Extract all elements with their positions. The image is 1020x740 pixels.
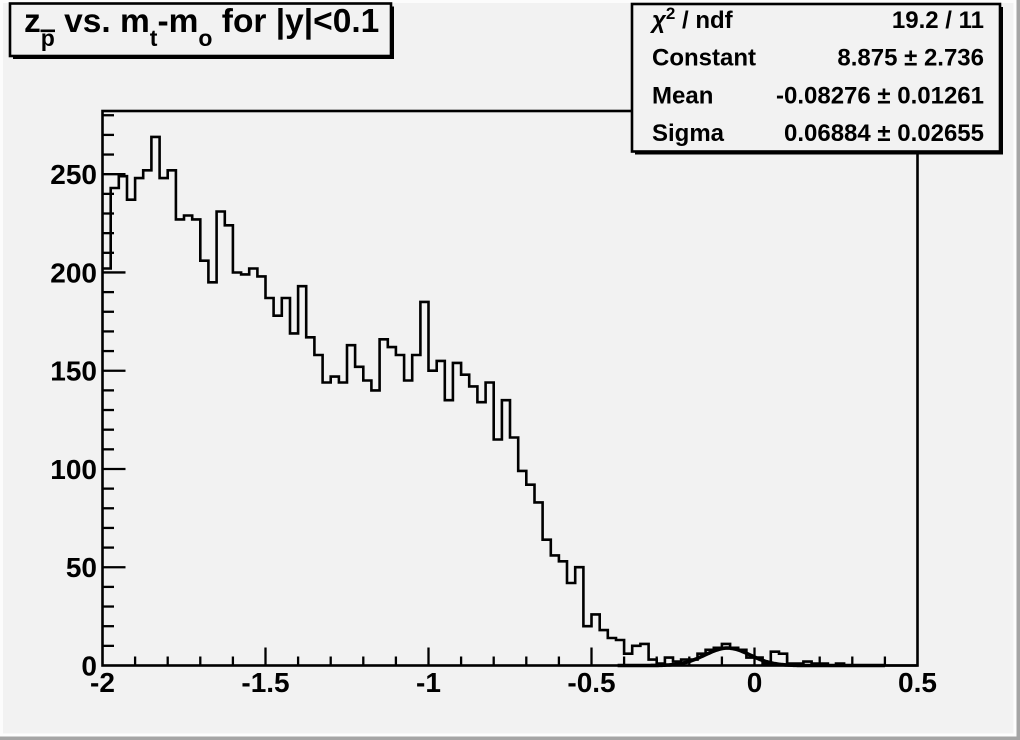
svg-text:-0.08276 ± 0.01261: -0.08276 ± 0.01261 — [776, 82, 984, 109]
svg-text:50: 50 — [66, 552, 97, 583]
svg-text:0: 0 — [747, 667, 763, 698]
svg-text:0: 0 — [81, 651, 97, 682]
svg-text:-1: -1 — [416, 667, 441, 698]
svg-text:-1.5: -1.5 — [241, 667, 289, 698]
svg-text:Sigma: Sigma — [652, 120, 725, 147]
svg-text:200: 200 — [50, 258, 97, 289]
svg-text:-2: -2 — [90, 667, 115, 698]
svg-text:χ2 / ndf: χ2 / ndf — [649, 4, 734, 34]
svg-text:250: 250 — [50, 159, 97, 190]
svg-text:100: 100 — [50, 454, 97, 485]
svg-text:0.06884 ± 0.02655: 0.06884 ± 0.02655 — [784, 120, 984, 147]
svg-text:-0.5: -0.5 — [567, 667, 615, 698]
svg-text:Mean: Mean — [652, 82, 713, 109]
svg-text:150: 150 — [50, 356, 97, 387]
svg-text:8.875 ± 2.736: 8.875 ± 2.736 — [837, 45, 984, 72]
svg-text:0.5: 0.5 — [898, 667, 937, 698]
svg-text:Constant: Constant — [652, 45, 756, 72]
svg-text:19.2 / 11: 19.2 / 11 — [892, 7, 984, 34]
